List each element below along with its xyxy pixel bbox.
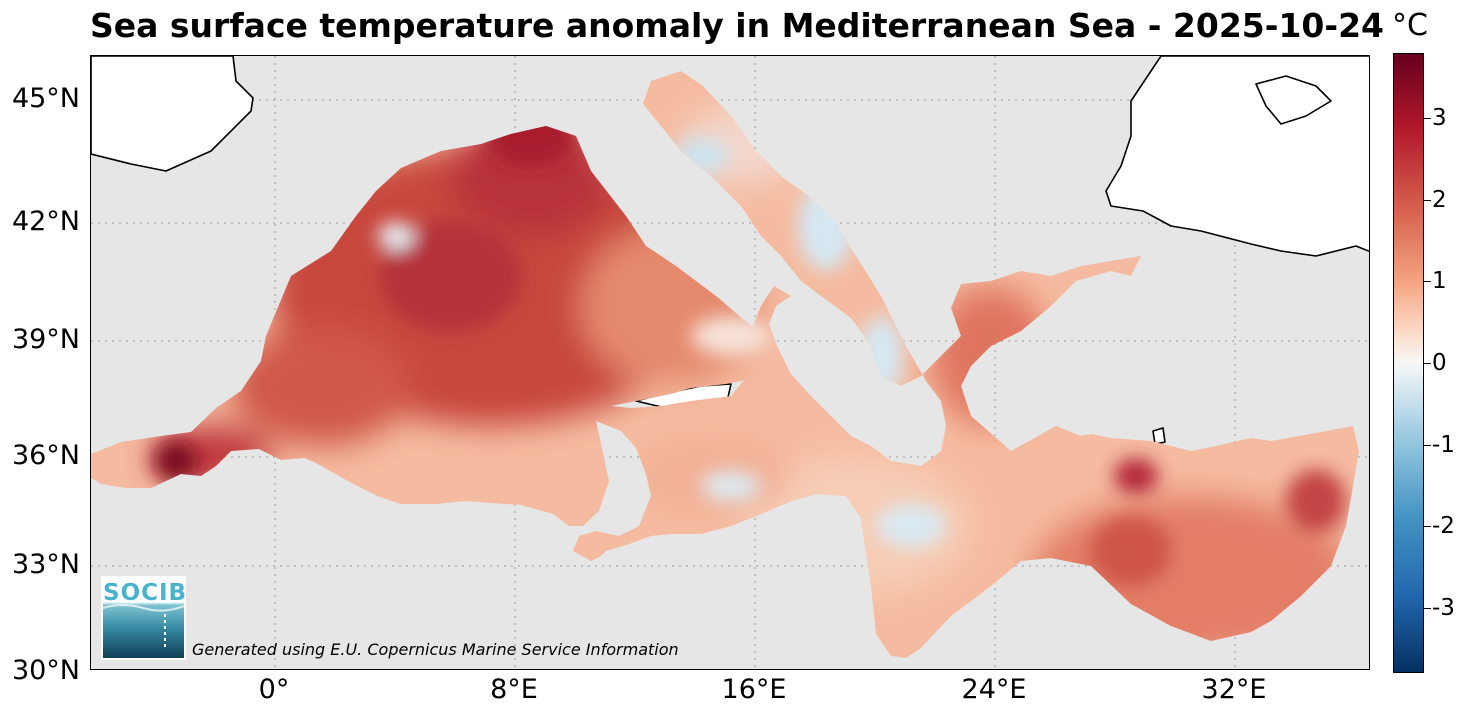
- lat-label-42n: 42°N: [11, 206, 80, 237]
- socib-logo-text: SOCIB: [103, 580, 188, 606]
- lon-label-8e: 8°E: [490, 674, 538, 705]
- map-canvas: [91, 56, 1369, 669]
- lat-label-30n: 30°N: [11, 655, 80, 686]
- land-rhodes: [1152, 427, 1166, 445]
- lon-label-16e: 16°E: [721, 674, 787, 705]
- colorbar-label-1: 1: [1432, 268, 1447, 294]
- colorbar-tick: [1424, 445, 1431, 446]
- map-title: Sea surface temperature anomaly in Medit…: [90, 6, 1384, 45]
- colorbar: [1393, 53, 1424, 673]
- colorbar-tick: [1424, 608, 1431, 609]
- colorbar-label-2: 2: [1432, 187, 1447, 213]
- colorbar-tick: [1424, 526, 1431, 527]
- lat-label-45n: 45°N: [11, 83, 80, 114]
- colorbar-label-3: 3: [1432, 105, 1447, 131]
- land-crimea: [1255, 75, 1332, 125]
- lat-label-33n: 33°N: [11, 549, 80, 580]
- colorbar-tick: [1424, 363, 1431, 364]
- lon-label-0: 0°: [258, 674, 290, 705]
- colorbar-label-neg1: -1: [1432, 432, 1455, 458]
- lat-label-36n: 36°N: [11, 440, 80, 471]
- colorbar-label-neg3: -3: [1432, 595, 1455, 621]
- lon-label-24e: 24°E: [961, 674, 1027, 705]
- colorbar-tick: [1424, 281, 1431, 282]
- socib-logo: SOCIB: [101, 576, 186, 660]
- colorbar-tick: [1424, 200, 1431, 201]
- socib-logo-wave: [103, 604, 184, 648]
- credit-text: Generated using E.U. Copernicus Marine S…: [192, 640, 679, 659]
- land-balkans-turkey-north: [1105, 56, 1369, 257]
- colorbar-label-0: 0: [1432, 350, 1447, 376]
- map-panel[interactable]: [90, 55, 1370, 670]
- colorbar-tick: [1424, 118, 1431, 119]
- land-iberia-france: [91, 56, 254, 172]
- colorbar-label-neg2: -2: [1432, 513, 1455, 539]
- lat-label-39n: 39°N: [11, 324, 80, 355]
- lon-label-32e: 32°E: [1201, 674, 1267, 705]
- colorbar-unit: °C: [1392, 8, 1428, 43]
